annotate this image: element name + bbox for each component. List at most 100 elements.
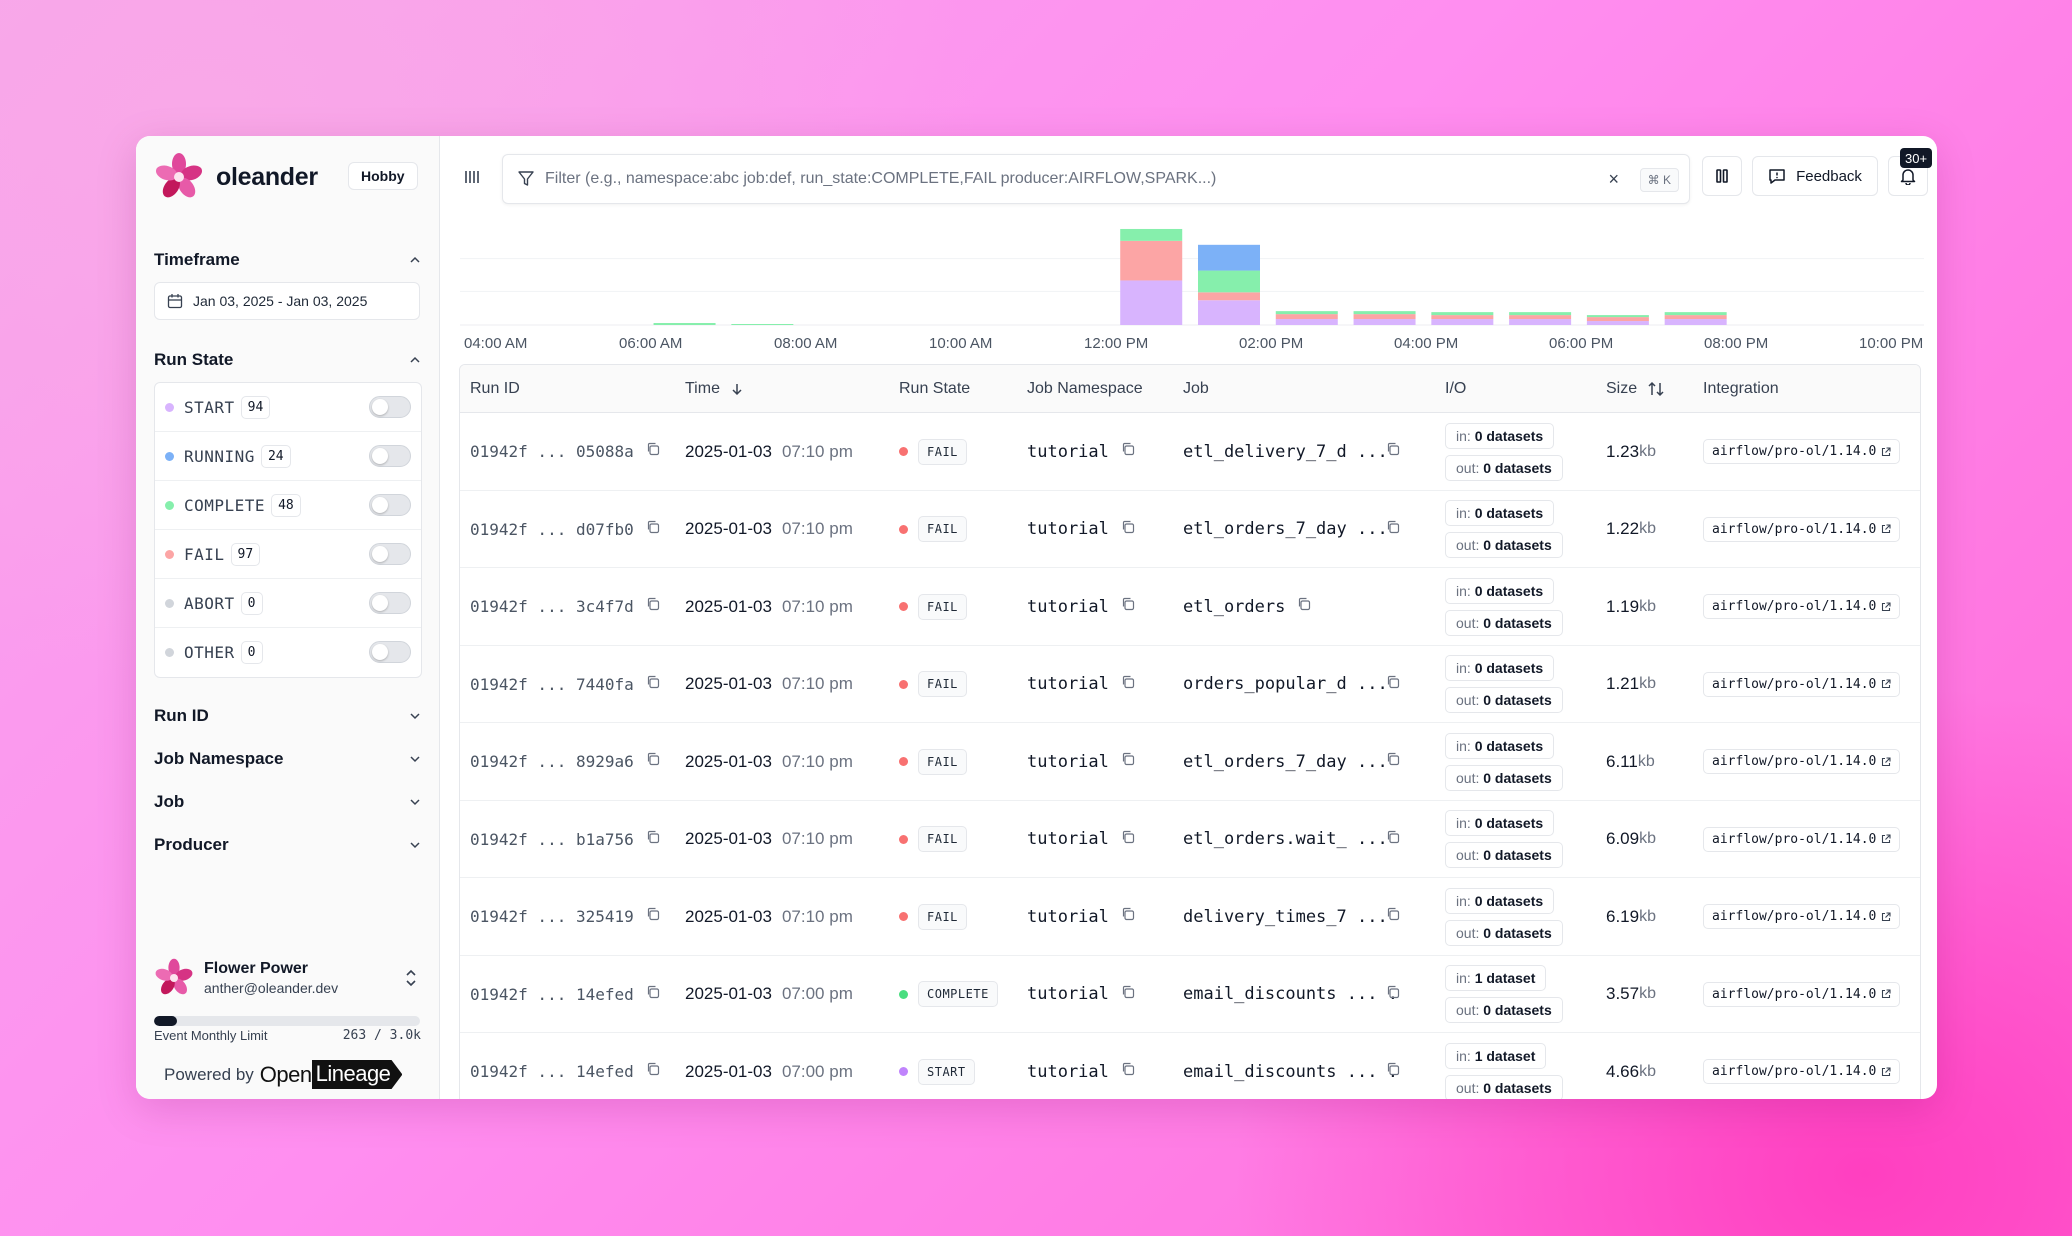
copy-icon[interactable] — [646, 442, 660, 461]
state-toggle[interactable] — [369, 494, 411, 516]
job-namespace[interactable]: tutorial — [1027, 441, 1109, 462]
io-in-pill[interactable]: in: 1 dataset — [1445, 1042, 1547, 1069]
date-range-picker[interactable]: Jan 03, 2025 - Jan 03, 2025 — [154, 282, 420, 320]
chart-bar-fail[interactable] — [1275, 314, 1338, 320]
integration-link[interactable]: airflow/pro-ol/1.14.0 — [1703, 1059, 1901, 1084]
chart-bar-fail[interactable] — [1664, 315, 1727, 320]
chart-bar-running[interactable] — [1198, 244, 1260, 271]
chart-bar-fail[interactable] — [1198, 292, 1260, 301]
io-in-pill[interactable]: in: 0 datasets — [1445, 732, 1555, 759]
io-out-pill[interactable]: out: 0 datasets — [1445, 454, 1563, 481]
copy-icon[interactable] — [1121, 830, 1135, 849]
column-header-integration[interactable]: Integration — [1703, 380, 1779, 398]
chart-bar-fail[interactable] — [1509, 315, 1572, 320]
integration-link[interactable]: airflow/pro-ol/1.14.0 — [1703, 826, 1901, 852]
job-namespace-filter-toggle[interactable]: Job Namespace — [154, 745, 422, 773]
feedback-button[interactable]: Feedback — [1752, 156, 1878, 196]
job-namespace[interactable]: tutorial — [1027, 1061, 1109, 1082]
run-id[interactable]: 01942f ... d07fb0 — [470, 519, 634, 539]
job-filter-toggle[interactable]: Job — [154, 788, 422, 816]
columns-toggle-icon[interactable] — [464, 170, 480, 184]
io-out-pill[interactable]: out: 0 datasets — [1445, 532, 1563, 558]
copy-icon[interactable] — [1121, 1062, 1135, 1081]
column-header-size[interactable]: Size — [1606, 380, 1665, 398]
table-row[interactable]: 01942f ... 325419 2025-01-03 07:10 pm FAIL t… — [460, 878, 1920, 956]
chart-bar-start[interactable] — [1120, 280, 1183, 325]
integration-link[interactable]: airflow/pro-ol/1.14.0 — [1703, 516, 1901, 542]
chart-bar-complete[interactable] — [653, 323, 716, 325]
copy-icon[interactable] — [1121, 752, 1135, 771]
producer-filter-toggle[interactable]: Producer — [154, 831, 422, 859]
table-row[interactable]: 01942f ... b1a756 2025-01-03 07:10 pm FAIL t… — [460, 801, 1920, 878]
chart-bar-fail[interactable] — [1431, 315, 1494, 320]
integration-link[interactable]: airflow/pro-ol/1.14.0 — [1703, 981, 1901, 1007]
brand[interactable]: oleander — [154, 152, 318, 202]
io-in-pill[interactable]: in: 0 datasets — [1445, 422, 1555, 449]
timeframe-section-toggle[interactable]: Timeframe — [154, 246, 422, 274]
copy-icon[interactable] — [1297, 597, 1311, 616]
chart-bar-start[interactable] — [1353, 319, 1416, 325]
chart-bar-complete[interactable] — [1198, 270, 1260, 293]
run-id[interactable]: 01942f ... 8929a6 — [470, 752, 634, 771]
job-name[interactable]: email_discounts ... . — [1183, 1061, 1398, 1082]
column-header-job[interactable]: Job — [1183, 380, 1209, 398]
powered-by-openlineage[interactable]: Powered by Open Lineage — [164, 1060, 403, 1089]
job-name[interactable]: orders_popular_d ... — [1183, 674, 1388, 694]
copy-icon[interactable] — [1121, 985, 1135, 1004]
table-row[interactable]: 01942f ... 7440fa 2025-01-03 07:10 pm FAIL t… — [460, 646, 1920, 723]
chart-bar-complete[interactable] — [1664, 312, 1727, 316]
io-out-pill[interactable]: out: 0 datasets — [1445, 609, 1563, 636]
copy-icon[interactable] — [1121, 442, 1135, 461]
job-name[interactable]: etl_orders — [1183, 596, 1286, 617]
run-id[interactable]: 01942f ... 7440fa — [470, 674, 634, 694]
job-namespace[interactable]: tutorial — [1027, 596, 1109, 617]
column-header-run-id[interactable]: Run ID — [470, 380, 520, 398]
chart-bar-complete[interactable] — [1431, 312, 1494, 316]
copy-icon[interactable] — [646, 675, 660, 694]
io-out-pill[interactable]: out: 0 datasets — [1445, 842, 1563, 868]
run-id[interactable]: 01942f ... 14efed — [470, 1062, 634, 1081]
copy-icon[interactable] — [1121, 597, 1135, 616]
io-out-pill[interactable]: out: 0 datasets — [1445, 919, 1563, 946]
run-id-filter-toggle[interactable]: Run ID — [154, 702, 422, 730]
state-toggle[interactable] — [369, 592, 411, 614]
job-namespace[interactable]: tutorial — [1027, 519, 1109, 539]
io-in-pill[interactable]: in: 0 datasets — [1445, 500, 1555, 526]
copy-icon[interactable] — [646, 752, 660, 771]
run-id[interactable]: 01942f ... 325419 — [470, 907, 634, 926]
io-out-pill[interactable]: out: 0 datasets — [1445, 764, 1563, 791]
integration-link[interactable]: airflow/pro-ol/1.14.0 — [1703, 671, 1901, 697]
copy-icon[interactable] — [646, 520, 660, 539]
job-name[interactable]: etl_orders_7_day ... — [1183, 751, 1388, 772]
clear-filter-button[interactable]: × — [1608, 169, 1619, 189]
job-name[interactable]: email_discounts ... . — [1183, 984, 1398, 1004]
chart-bar-complete[interactable] — [1586, 315, 1649, 318]
filter-input[interactable] — [545, 170, 1545, 188]
run-id[interactable]: 01942f ... 14efed — [470, 984, 634, 1004]
copy-icon[interactable] — [1386, 985, 1400, 1004]
column-header-i-o[interactable]: I/O — [1445, 380, 1466, 398]
chart-bar-complete[interactable] — [1509, 312, 1572, 316]
chart-bar-complete[interactable] — [1275, 311, 1338, 315]
job-name[interactable]: etl_orders_7_day ... — [1183, 519, 1388, 539]
table-row[interactable]: 01942f ... d07fb0 2025-01-03 07:10 pm FAIL t… — [460, 491, 1920, 568]
io-in-pill[interactable]: in: 0 datasets — [1445, 887, 1555, 914]
copy-icon[interactable] — [1386, 442, 1400, 461]
integration-link[interactable]: airflow/pro-ol/1.14.0 — [1703, 594, 1901, 619]
chart-bar-complete[interactable] — [1120, 228, 1183, 241]
chart-bar-complete[interactable] — [731, 324, 794, 325]
chart-bar-complete[interactable] — [1353, 311, 1416, 315]
table-row[interactable]: 01942f ... 14efed 2025-01-03 07:00 pm START… — [460, 1033, 1920, 1099]
state-toggle[interactable] — [369, 641, 411, 663]
chart-bar-start[interactable] — [1664, 319, 1727, 325]
job-name[interactable]: etl_orders.wait_ ... — [1183, 829, 1388, 849]
chart-bar-fail[interactable] — [1353, 314, 1416, 320]
copy-icon[interactable] — [1386, 907, 1400, 926]
io-in-pill[interactable]: in: 1 dataset — [1445, 965, 1547, 991]
chart-bar-start[interactable] — [1198, 300, 1260, 325]
copy-icon[interactable] — [1386, 830, 1400, 849]
copy-icon[interactable] — [646, 985, 660, 1004]
chart-bar-start[interactable] — [1275, 319, 1338, 325]
copy-icon[interactable] — [1121, 520, 1135, 539]
copy-icon[interactable] — [1386, 752, 1400, 771]
